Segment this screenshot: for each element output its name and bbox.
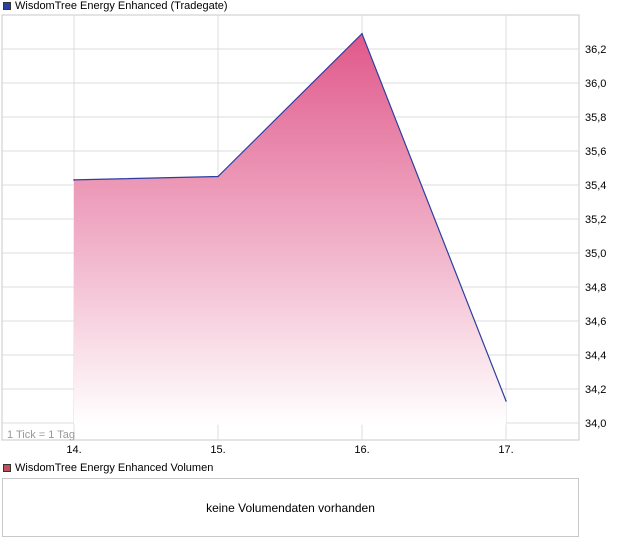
y-tick-label: 35,2 xyxy=(585,214,606,226)
y-tick-label: 35,0 xyxy=(585,248,606,260)
data-point xyxy=(217,175,219,178)
no-volume-message: keine Volumendaten vorhanden xyxy=(206,501,375,515)
volume-panel: keine Volumendaten vorhanden xyxy=(2,478,579,537)
main-legend-swatch xyxy=(3,2,11,10)
y-tick-label: 35,4 xyxy=(585,180,606,192)
y-tick-label: 34,6 xyxy=(585,316,606,328)
y-tick-label: 35,8 xyxy=(585,112,606,124)
volume-legend-label: WisdomTree Energy Enhanced Volumen xyxy=(15,462,214,474)
volume-legend-swatch xyxy=(3,464,11,472)
tick-interval-note: 1 Tick = 1 Tag xyxy=(7,429,75,441)
y-tick-label: 34,4 xyxy=(585,350,606,362)
data-point xyxy=(505,400,507,402)
y-tick-label: 34,2 xyxy=(585,384,606,396)
data-point xyxy=(73,179,75,181)
y-tick-label: 34,8 xyxy=(585,282,606,294)
x-tick-label: 17. xyxy=(498,444,513,456)
price-chart: 34,0 34,2 34,4 34,6 34,8 35,0 35,2 35,4 35,6 35,8… xyxy=(1,14,606,456)
main-legend: WisdomTree Energy Enhanced (Tradegate) xyxy=(3,0,228,13)
x-tick-label: 15. xyxy=(210,444,225,456)
y-tick-label: 36,0 xyxy=(585,78,606,90)
series-area-fill xyxy=(74,33,506,425)
y-tick-label: 36,2 xyxy=(585,44,606,56)
x-tick-label: 16. xyxy=(354,444,369,456)
series-line xyxy=(73,32,507,402)
y-tick-label: 35,6 xyxy=(585,146,606,158)
volume-legend: WisdomTree Energy Enhanced Volumen xyxy=(3,462,213,475)
main-legend-label: WisdomTree Energy Enhanced (Tradegate) xyxy=(15,0,228,12)
x-tick-label: 14. xyxy=(66,444,81,456)
y-tick-label: 34,0 xyxy=(585,418,606,430)
data-point xyxy=(361,32,363,35)
